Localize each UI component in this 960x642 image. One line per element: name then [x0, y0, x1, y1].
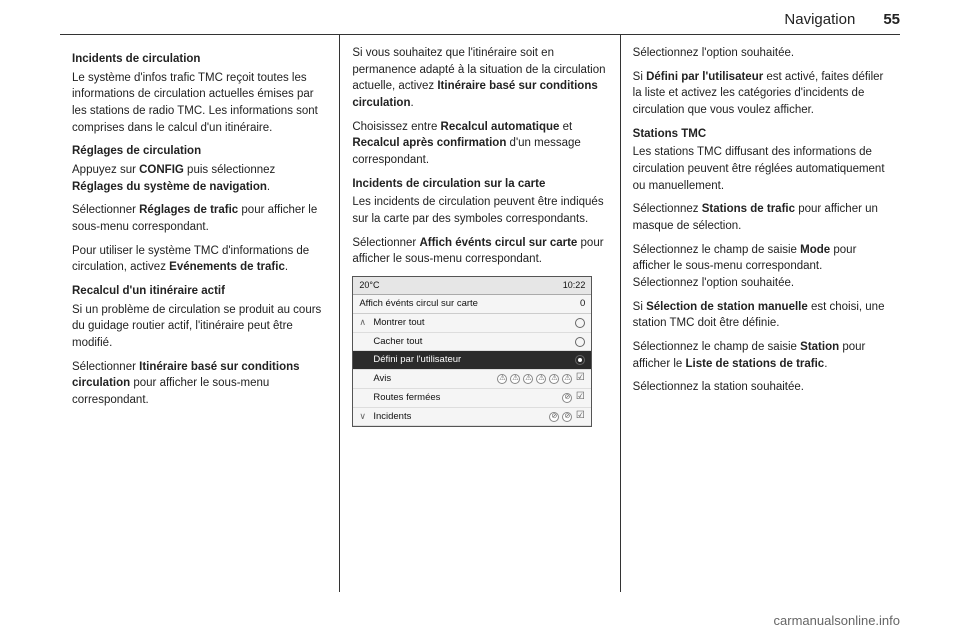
display-row-label: Routes fermées — [369, 391, 562, 405]
display-topbar: 20°C 10:22 — [353, 277, 591, 295]
radio-icon — [575, 355, 585, 365]
display-row: Défini par l'utilisateur — [353, 351, 591, 370]
col1-heading-incidents: Incidents de circulation — [72, 51, 327, 68]
display-time: 10:22 — [563, 279, 586, 292]
category-icon: ⚠ — [497, 374, 507, 384]
col1-heading-reglages: Réglages de circulation — [72, 143, 327, 160]
display-row-right: ⚠⚠⚠⚠⚠⚠☑ — [497, 374, 585, 384]
col1-p2b: Sélectionner Réglages de trafic pour aff… — [72, 202, 327, 235]
display-row-right — [575, 355, 585, 365]
display-row: Cacher tout — [353, 333, 591, 352]
display-row-label: Incidents — [369, 410, 549, 424]
col1-p3a: Si un problème de circulation se produit… — [72, 302, 327, 352]
checkbox-icon: ☑ — [575, 412, 585, 422]
checkbox-icon: ☑ — [575, 393, 585, 403]
column-3: Sélectionnez l'option souhaitée. Si Défi… — [620, 35, 900, 592]
checkbox-icon: ☑ — [575, 374, 585, 384]
page-number: 55 — [883, 11, 900, 28]
page-header: Navigation 55 — [784, 11, 900, 28]
col2-p1: Si vous souhaitez que l'itinéraire soit … — [352, 45, 607, 112]
category-icon: ⚠ — [510, 374, 520, 384]
display-row-right — [575, 318, 585, 328]
col2-p2: Choisissez entre Recalcul automatique et… — [352, 119, 607, 169]
columns: Incidents de circulation Le système d'in… — [60, 35, 900, 592]
col2-p4: Sélectionner Affich événts circul sur ca… — [352, 235, 607, 268]
scroll-arrow-icon: ∧ — [359, 316, 369, 329]
col1-p2a: Appuyez sur CONFIG puis sélectionnez Rég… — [72, 162, 327, 195]
category-icon: ⊘ — [562, 412, 572, 422]
column-2: Si vous souhaitez que l'itinéraire soit … — [339, 35, 619, 592]
col3-p8: Sélectionnez la station souhaitée. — [633, 379, 888, 396]
display-count: 0 — [580, 297, 585, 311]
display-row-label: Avis — [369, 372, 497, 386]
category-icon: ⊘ — [549, 412, 559, 422]
col3-p1: Sélectionnez l'option souhaitée. — [633, 45, 888, 62]
scroll-arrow-icon: ∨ — [359, 410, 369, 423]
col3-heading-stations: Stations TMC — [633, 126, 888, 143]
category-icon: ⚠ — [549, 374, 559, 384]
display-row-right: ⊘☑ — [562, 393, 585, 403]
col3-p4: Sélectionnez Stations de trafic pour aff… — [633, 201, 888, 234]
display-row: ∨Incidents⊘⊘☑ — [353, 408, 591, 427]
col3-p2: Si Défini par l'utilisateur est activé, … — [633, 69, 888, 119]
section-title: Navigation — [784, 11, 855, 28]
col3-p5: Sélectionnez le champ de saisie Mode pou… — [633, 242, 888, 292]
display-row: Routes fermées⊘☑ — [353, 389, 591, 408]
display-row: Avis⚠⚠⚠⚠⚠⚠☑ — [353, 370, 591, 389]
col3-p7: Sélectionnez le champ de saisie Station … — [633, 339, 888, 372]
col1-p2c: Pour utiliser le système TMC d'informati… — [72, 243, 327, 276]
category-icon: ⊘ — [562, 393, 572, 403]
display-row-right — [575, 337, 585, 347]
col3-p6: Si Sélection de station manuelle est cho… — [633, 299, 888, 332]
display-row-label: Défini par l'utilisateur — [369, 353, 575, 367]
category-icon: ⚠ — [536, 374, 546, 384]
column-1: Incidents de circulation Le système d'in… — [60, 35, 339, 592]
col1-p1: Le système d'infos trafic TMC reçoit tou… — [72, 70, 327, 137]
display-row: ∧Montrer tout — [353, 314, 591, 333]
col2-p3: Les incidents de circulation peuvent êtr… — [352, 194, 607, 227]
display-row-label: Cacher tout — [369, 335, 575, 349]
display-temp: 20°C — [359, 279, 379, 292]
col1-p3b: Sélectionner Itinéraire basé sur conditi… — [72, 359, 327, 409]
display-title-row: Affich événts circul sur carte 0 — [353, 295, 591, 314]
col2-heading-incidents-carte: Incidents de circulation sur la carte — [352, 176, 607, 193]
display-row-right: ⊘⊘☑ — [549, 412, 585, 422]
category-icon: ⚠ — [562, 374, 572, 384]
radio-icon — [575, 318, 585, 328]
col1-heading-recalcul: Recalcul d'un itinéraire actif — [72, 283, 327, 300]
embedded-display: 20°C 10:22 Affich événts circul sur cart… — [352, 276, 592, 427]
display-title: Affich événts circul sur carte — [359, 297, 478, 311]
display-row-label: Montrer tout — [369, 316, 575, 330]
col3-p3: Les stations TMC diffusant des informati… — [633, 144, 888, 194]
radio-icon — [575, 337, 585, 347]
footer-watermark: carmanualsonline.info — [774, 613, 900, 628]
category-icon: ⚠ — [523, 374, 533, 384]
